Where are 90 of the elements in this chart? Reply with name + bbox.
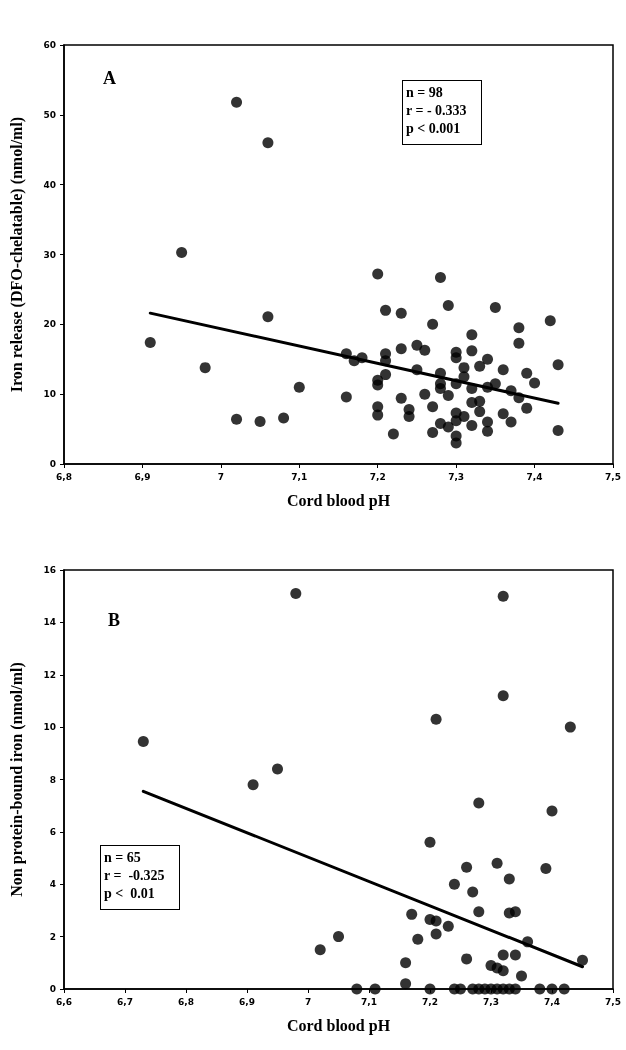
point (534, 983, 546, 995)
x-tick-label: 7,1 (361, 996, 377, 1007)
y-tick-label: 20 (43, 319, 56, 330)
point (430, 928, 442, 940)
y-tick-label: 40 (43, 179, 56, 190)
stats-box: n = 65 r = -0.325 p < 0.01 (100, 845, 180, 910)
point (564, 721, 576, 733)
annotation: p < 0.01 (104, 885, 156, 903)
point (290, 588, 302, 600)
point (137, 736, 149, 748)
point (509, 983, 521, 995)
annotation: p < 0.001 (406, 120, 462, 138)
y-tick-label: 16 (43, 565, 56, 575)
y-tick-label: 12 (43, 669, 56, 680)
y-tick-label: 8 (49, 774, 56, 785)
point (473, 906, 485, 918)
point (467, 886, 479, 898)
y-tick-label: 30 (43, 249, 56, 260)
x-tick-label: 7 (304, 996, 312, 1007)
y-tick-label: 10 (43, 389, 56, 400)
point (448, 878, 460, 890)
point (558, 983, 570, 995)
x-tick-label: 7 (217, 471, 224, 482)
point (400, 978, 412, 990)
y-tick-label: 0 (49, 459, 56, 469)
x-axis-title: Cord blood pH (286, 1016, 391, 1035)
point (540, 863, 552, 875)
point (497, 949, 509, 961)
point (430, 713, 442, 725)
x-tick-label: 7,3 (483, 996, 499, 1007)
y-tick-label: 2 (49, 931, 56, 942)
annotation: r = - 0.333 (406, 102, 467, 120)
x-tick-label: 6,7 (117, 996, 133, 1007)
point (546, 805, 558, 817)
x-tick-label: 7,3 (448, 471, 465, 482)
point (400, 957, 412, 969)
point (369, 983, 381, 995)
x-tick-label: 7,5 (605, 471, 621, 482)
y-tick-label: 0 (49, 984, 56, 994)
x-tick-label: 7,4 (526, 471, 543, 482)
point (497, 965, 509, 977)
point (412, 933, 424, 945)
y-axis-title: Non protein-bound iron (nmol/ml) (7, 662, 26, 897)
point (473, 797, 485, 809)
x-tick-label: 7,2 (422, 996, 438, 1007)
point (497, 590, 509, 602)
x-tick-label: 6,6 (56, 996, 72, 1007)
point (424, 983, 436, 995)
annotation: r = -0.325 (104, 867, 165, 885)
point (503, 873, 515, 885)
point (509, 949, 521, 961)
point (546, 983, 558, 995)
y-tick-label: 14 (43, 617, 56, 628)
x-tick-label: 7,5 (605, 996, 621, 1007)
y-tick-label: 6 (49, 826, 56, 837)
x-tick-label: 7,2 (369, 471, 386, 482)
x-tick-label: 7,1 (291, 471, 308, 482)
y-tick-label: 50 (43, 109, 56, 120)
point (406, 908, 418, 920)
point (509, 906, 521, 918)
annotation: n = 65 (104, 849, 142, 867)
point (577, 954, 588, 966)
y-tick-label: 4 (49, 879, 56, 890)
point (461, 953, 473, 965)
x-axis-title: Cord blood pH (286, 491, 391, 510)
point (491, 857, 503, 869)
point (314, 944, 326, 956)
point (247, 779, 259, 791)
point (351, 983, 363, 995)
point (430, 915, 442, 927)
x-tick-label: 6,8 (56, 471, 72, 482)
annotation: n = 98 (406, 84, 444, 102)
point (333, 931, 344, 943)
y-tick-label: 60 (43, 40, 56, 50)
x-tick-label: 6,8 (178, 996, 194, 1007)
x-tick-label: 6,9 (134, 471, 151, 482)
point (272, 763, 283, 775)
point (497, 690, 509, 702)
point (461, 861, 473, 873)
point (424, 836, 436, 848)
annotation: A (103, 68, 116, 89)
point (442, 920, 454, 932)
stats-box: n = 98 r = - 0.333 p < 0.001 (402, 80, 482, 145)
annotation: B (108, 610, 121, 631)
point (455, 983, 466, 995)
y-axis-title: Iron release (DFO-chelatable) (nmol/ml) (7, 116, 26, 393)
y-tick-label: 10 (43, 722, 56, 733)
point (516, 970, 527, 982)
x-tick-label: 6,9 (239, 996, 255, 1007)
x-tick-label: 7,4 (544, 996, 560, 1007)
